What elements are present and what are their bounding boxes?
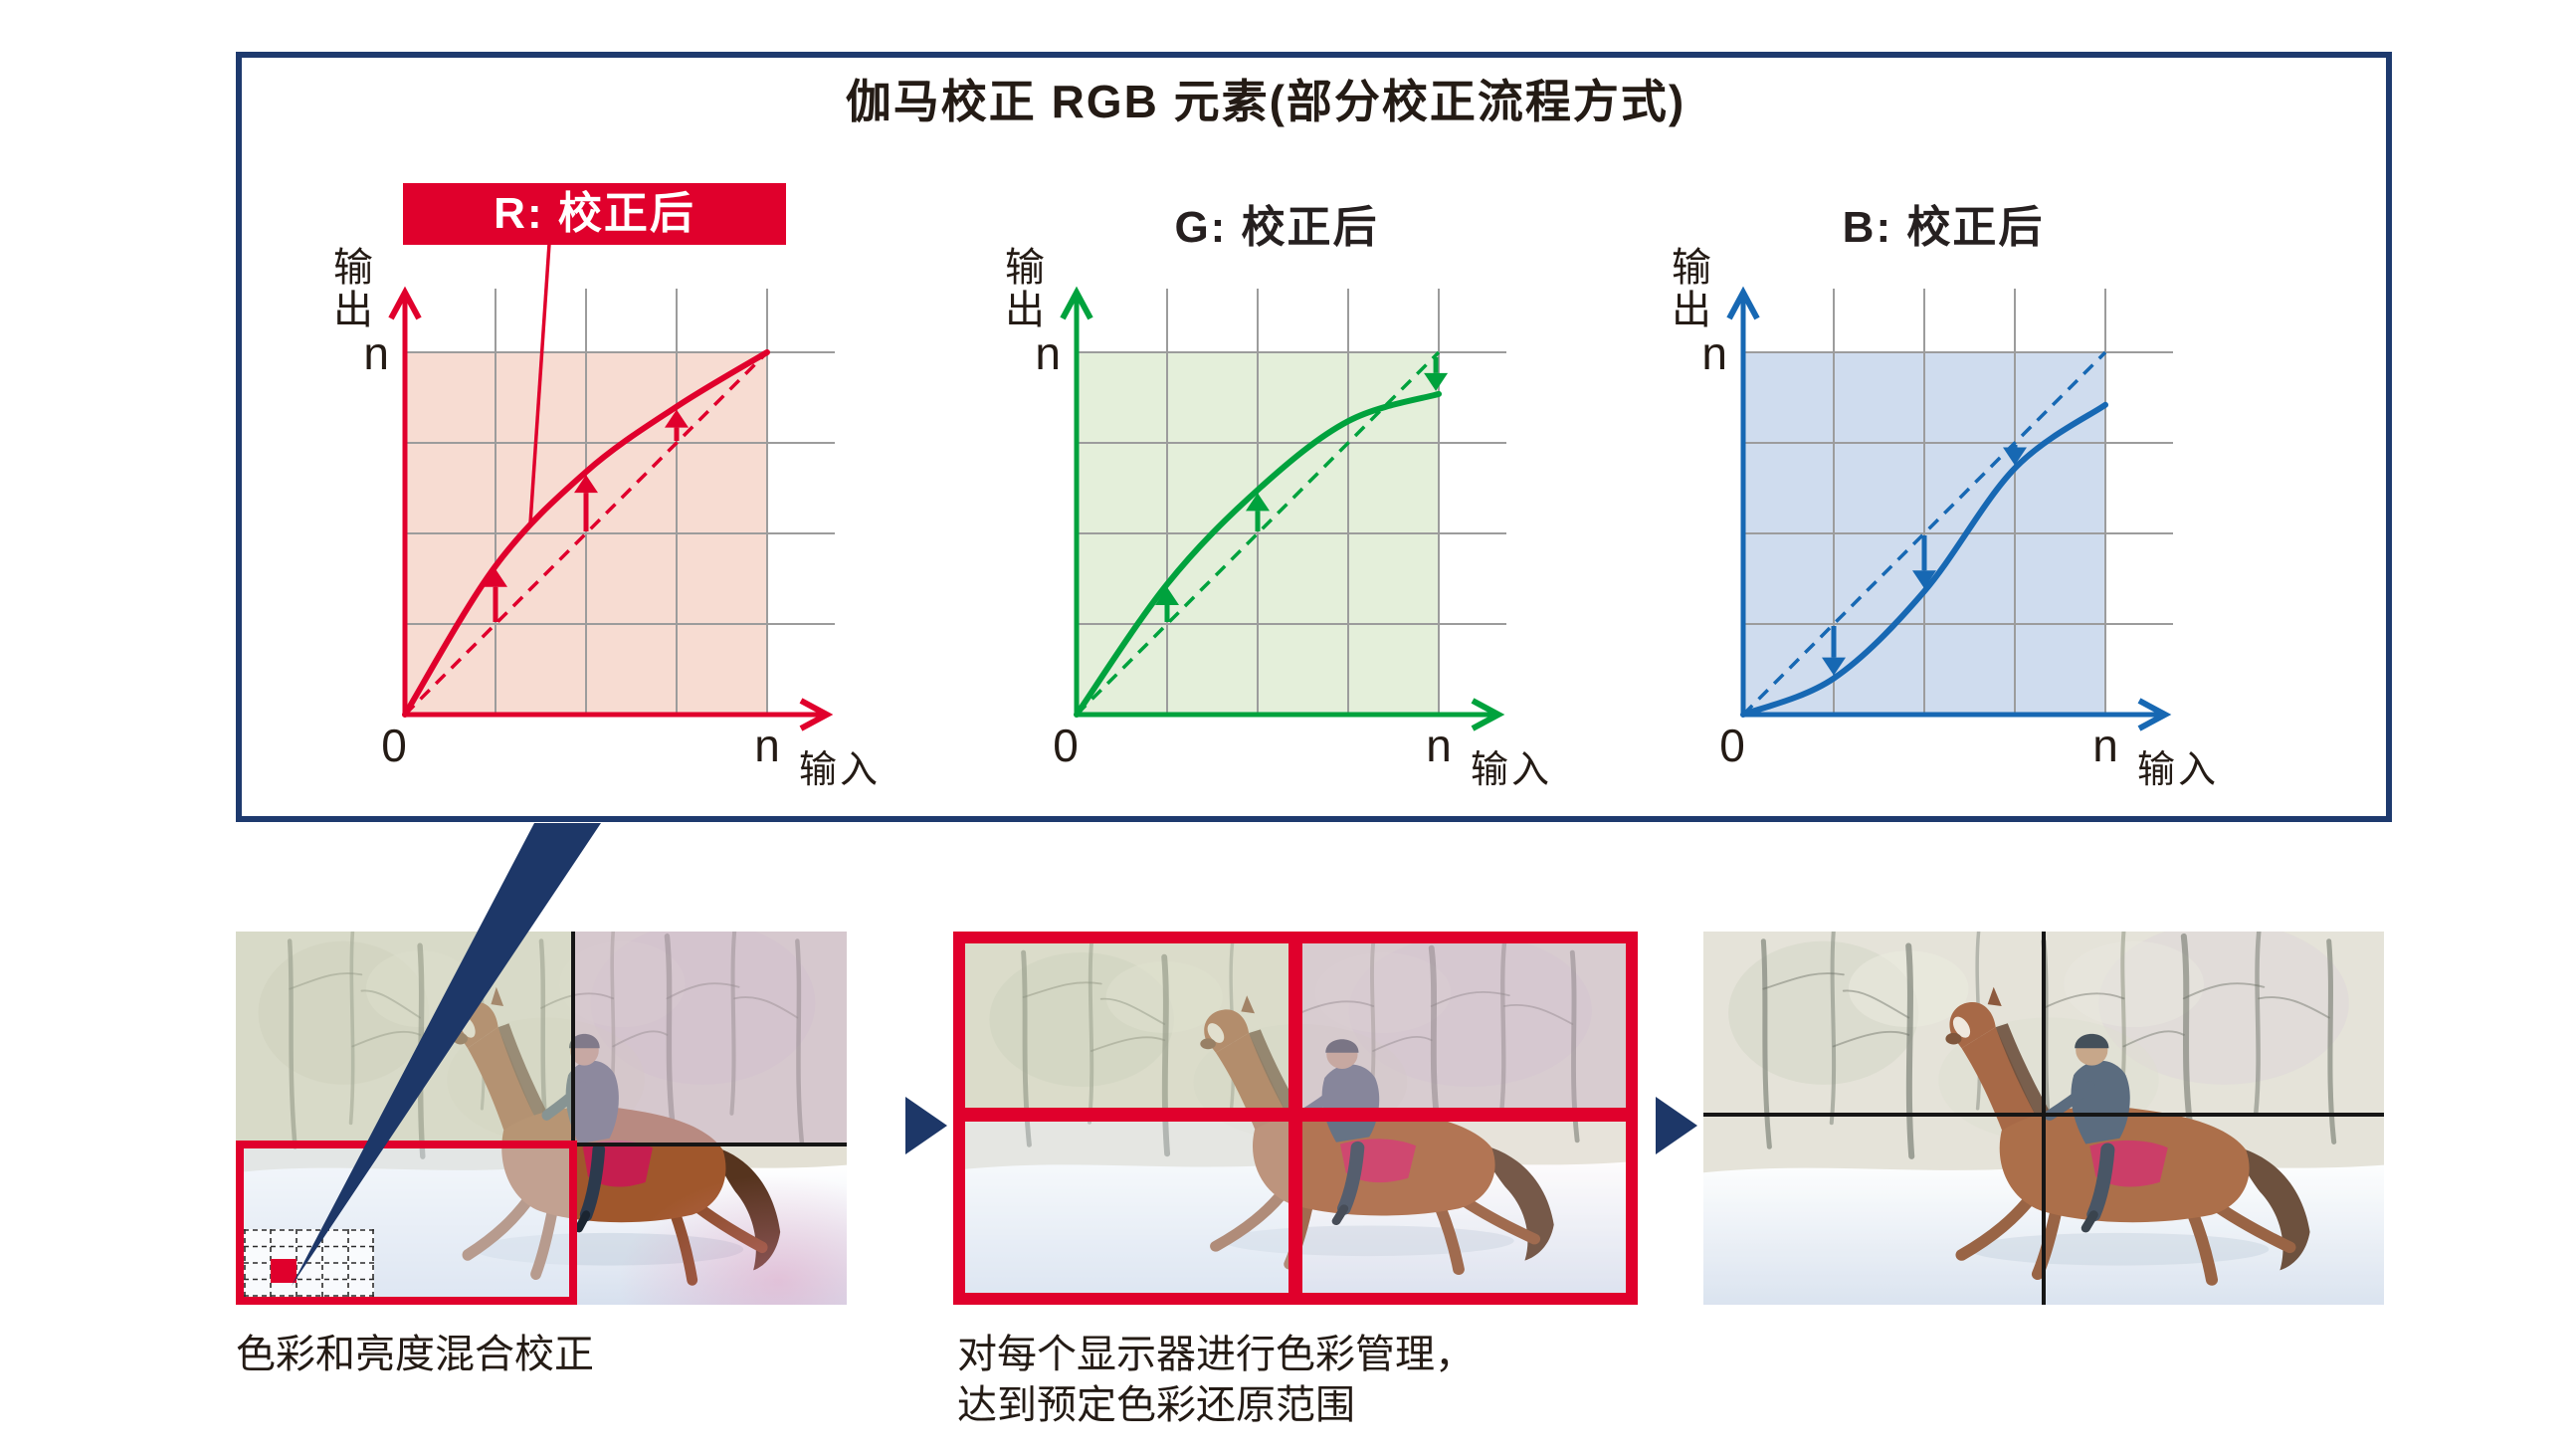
pointer-wedge <box>292 823 601 1286</box>
photo-step-3-unified-result <box>1703 932 2384 1305</box>
gamma-chart-b-plot <box>1726 286 2173 731</box>
chart-label-b: B: 校正后 <box>1842 203 2045 252</box>
gamma-chart-r-plot <box>388 243 835 731</box>
caption-step-2-line-2: 达到预定色彩还原范围 <box>957 1383 1355 1427</box>
correction-arrow-head <box>484 568 507 587</box>
chart-label-g: G: 校正后 <box>1174 203 1379 252</box>
quadrant-tint-tr <box>573 932 847 1144</box>
y-axis-arrowhead <box>388 286 422 320</box>
caption-step-1: 色彩和亮度混合校正 <box>236 1333 594 1376</box>
display-divider-horizontal <box>1703 1112 2384 1117</box>
correction-arrow-head <box>1424 372 1449 391</box>
quadrant-tint-br <box>573 1144 847 1305</box>
x-axis-arrowhead <box>2137 698 2172 731</box>
x-axis-arrowhead <box>799 698 834 731</box>
display-divider-horizontal <box>965 1107 1626 1122</box>
x-max-label: n <box>1426 720 1452 771</box>
pixel-grid <box>244 1229 374 1297</box>
highlighted-display-region <box>236 1141 577 1305</box>
x-axis-label: 输入 <box>799 749 882 791</box>
quadrant-tint-tl <box>965 943 1295 1115</box>
x-axis-label: 输入 <box>1471 749 1553 791</box>
quadrant-tint-bl <box>965 1114 1295 1293</box>
correction-arrow-head <box>1912 570 1936 589</box>
x-axis-label: 输入 <box>2137 749 2220 791</box>
x-max-label: n <box>754 720 780 771</box>
page-title: 伽马校正 RGB 元素(部分校正流程方式) <box>845 76 1686 127</box>
correction-arrow-head <box>1155 586 1179 605</box>
flow-arrow-icon <box>905 1097 947 1154</box>
y-axis-arrowhead <box>1726 286 1760 320</box>
origin-label: 0 <box>1053 720 1079 771</box>
reference-diagonal <box>403 350 769 717</box>
flow-arrow-icon <box>1656 1097 1697 1154</box>
y-max-label: n <box>1035 327 1061 379</box>
gamma-curve <box>1074 390 1442 718</box>
correction-arrow-head <box>574 475 598 494</box>
correction-arrow-head <box>665 409 689 428</box>
pixel-grid-overlay <box>244 1229 374 1297</box>
correction-arrow-head <box>1822 657 1846 676</box>
photo-step-2-color-managed <box>953 932 1638 1305</box>
reference-diagonal <box>1741 350 2107 717</box>
correction-arrow-head <box>2003 447 2027 466</box>
gamma-curve <box>402 349 770 718</box>
quadrant-tint-br <box>1295 1114 1626 1293</box>
origin-label: 0 <box>1719 720 1745 771</box>
y-axis-label: 输出 <box>1005 246 1045 332</box>
gamma-curve <box>1740 401 2108 718</box>
quadrant-tint-tr <box>1295 943 1626 1115</box>
y-axis-arrowhead <box>1060 286 1093 320</box>
y-max-label: n <box>1701 327 1727 379</box>
gamma-chart-g-plot <box>1060 286 1506 731</box>
calibration-pixel <box>271 1259 297 1283</box>
display-divider-vertical <box>571 932 575 1305</box>
chart-label-r: R: 校正后 <box>403 183 786 245</box>
callout-line <box>528 243 551 524</box>
x-max-label: n <box>2092 720 2118 771</box>
photo-step-1-mixed-correction <box>236 932 847 1305</box>
caption-step-2: 对每个显示器进行色彩管理， 达到预定色彩还原范围 <box>957 1330 1475 1431</box>
caption-step-2-line-1: 对每个显示器进行色彩管理， <box>957 1333 1475 1376</box>
y-max-label: n <box>363 327 389 379</box>
y-axis-label: 输出 <box>333 246 373 332</box>
correction-arrow-head <box>1246 493 1270 512</box>
y-axis-label: 输出 <box>1672 246 1711 332</box>
reference-diagonal <box>1075 350 1441 717</box>
origin-label: 0 <box>381 720 407 771</box>
display-divider-vertical <box>2042 932 2046 1305</box>
x-axis-arrowhead <box>1471 698 1505 731</box>
